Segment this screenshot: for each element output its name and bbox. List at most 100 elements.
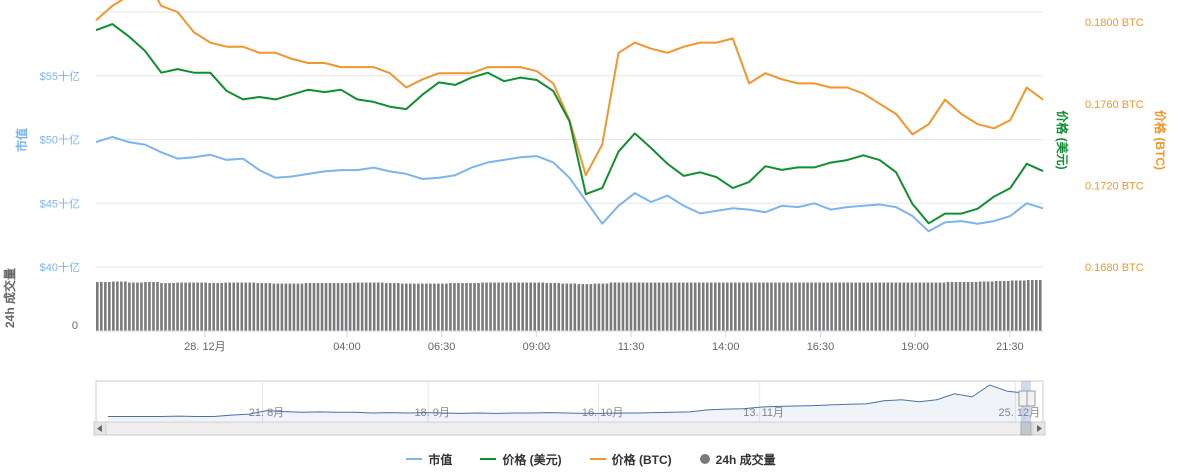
navigator-label: 25. 12月 (999, 407, 1041, 419)
volume-bar (429, 283, 432, 331)
volume-bar (653, 282, 657, 331)
volume-bar (340, 283, 344, 331)
legend-swatch-price-btc (589, 458, 606, 460)
volume-bar (802, 282, 805, 331)
navigator-area (108, 385, 1025, 421)
volume-bar (601, 283, 605, 331)
volume-bar (256, 283, 260, 331)
volume-bar (934, 282, 938, 331)
navigator[interactable]: 21. 8月18. 9月16. 10月13. 11月25. 12月 (93, 380, 1046, 436)
volume-bar (441, 283, 444, 331)
volume-bar (902, 282, 906, 331)
volume-bar (605, 283, 609, 331)
volume-bar (437, 283, 440, 331)
scrollbar-thumb[interactable] (1020, 421, 1032, 436)
grid-lines (96, 11, 1043, 268)
navigator-handle-right[interactable] (1026, 390, 1036, 407)
volume-bar (413, 283, 416, 331)
legend-swatch-market-cap (406, 458, 423, 460)
volume-bar (533, 282, 536, 331)
volume-bar (553, 283, 557, 331)
legend-item-volume[interactable]: 24h 成交量 (699, 450, 776, 468)
volume-bar (609, 282, 613, 331)
left-tick-label: $55十亿 (40, 69, 80, 83)
volume-bar (766, 282, 769, 331)
volume-bar (417, 283, 420, 331)
volume-bar (1014, 280, 1018, 331)
legend-item-price-btc[interactable]: 价格 (BTC) (589, 450, 672, 468)
volume-bar (192, 282, 195, 331)
volume-bar (352, 282, 356, 331)
x-tick-label: 16:30 (807, 341, 835, 353)
volume-bar (360, 282, 364, 331)
volume-bar (770, 282, 773, 331)
volume-bar (978, 281, 982, 331)
volume-bar (778, 282, 781, 331)
volume-bar (485, 282, 488, 331)
volume-bar (926, 282, 930, 331)
volume-bar (400, 283, 404, 331)
volume-bar (497, 282, 500, 331)
volume-bar (746, 282, 749, 331)
volume-bar (332, 283, 336, 331)
volume-bar (986, 281, 990, 331)
volume-bar (894, 282, 898, 331)
legend-item-price-usd[interactable]: 价格 (美元) (480, 450, 562, 468)
volume-bar (392, 283, 396, 331)
volume-bar (481, 282, 484, 331)
volume-bar (589, 284, 593, 331)
volume-bar (180, 282, 183, 331)
legend-label: 价格 (BTC) (611, 452, 672, 467)
volume-bar (858, 282, 862, 331)
x-tick-label: 09:00 (523, 341, 551, 353)
volume-bar (673, 282, 677, 331)
volume-bar (862, 282, 866, 331)
volume-bar (826, 282, 829, 331)
volume-bar (597, 283, 601, 331)
volume-bar (541, 282, 545, 331)
volume-bar (276, 283, 280, 331)
volume-bar (376, 282, 380, 331)
volume-bar (685, 282, 689, 331)
volume-bar (372, 282, 376, 331)
volume-bar (994, 281, 998, 331)
x-tick-label: 14:00 (712, 341, 740, 353)
volume-bar (384, 283, 388, 331)
volume-bar (100, 282, 103, 331)
volume-bar (368, 282, 372, 331)
volume-bar (236, 282, 240, 331)
volume-bar (176, 282, 179, 331)
volume-bar (665, 282, 669, 331)
volume-bar (501, 282, 504, 331)
volume-bar (669, 282, 673, 331)
navigator-handle-left[interactable] (1018, 390, 1028, 407)
volume-bar (465, 283, 468, 331)
volume-bar (549, 283, 553, 331)
volume-bar (822, 282, 825, 331)
volume-bar (573, 283, 577, 331)
navigator-line (108, 384, 1026, 417)
volume-bar (705, 282, 709, 331)
volume-bar (910, 282, 914, 331)
x-tick-label: 04:00 (333, 341, 361, 353)
volume-bar (284, 283, 288, 331)
volume-bar (738, 282, 741, 331)
volume-bar (521, 282, 524, 331)
volume-bar (814, 282, 817, 331)
volume-bar (132, 282, 135, 331)
volume-bar (328, 283, 332, 331)
volume-bar (890, 282, 894, 331)
volume-bar (681, 282, 685, 331)
volume-bar (942, 282, 946, 331)
legend-item-market-cap[interactable]: 市值 (406, 450, 452, 468)
volume-bar (750, 282, 753, 331)
volume-bar (557, 283, 561, 331)
volume-bar (721, 282, 725, 331)
volume-bar (148, 282, 151, 331)
volume-bar (954, 282, 958, 331)
volume-bar (152, 282, 155, 331)
volume-bar (569, 283, 573, 331)
volume-bar (232, 282, 236, 331)
volume-bar (316, 283, 320, 331)
